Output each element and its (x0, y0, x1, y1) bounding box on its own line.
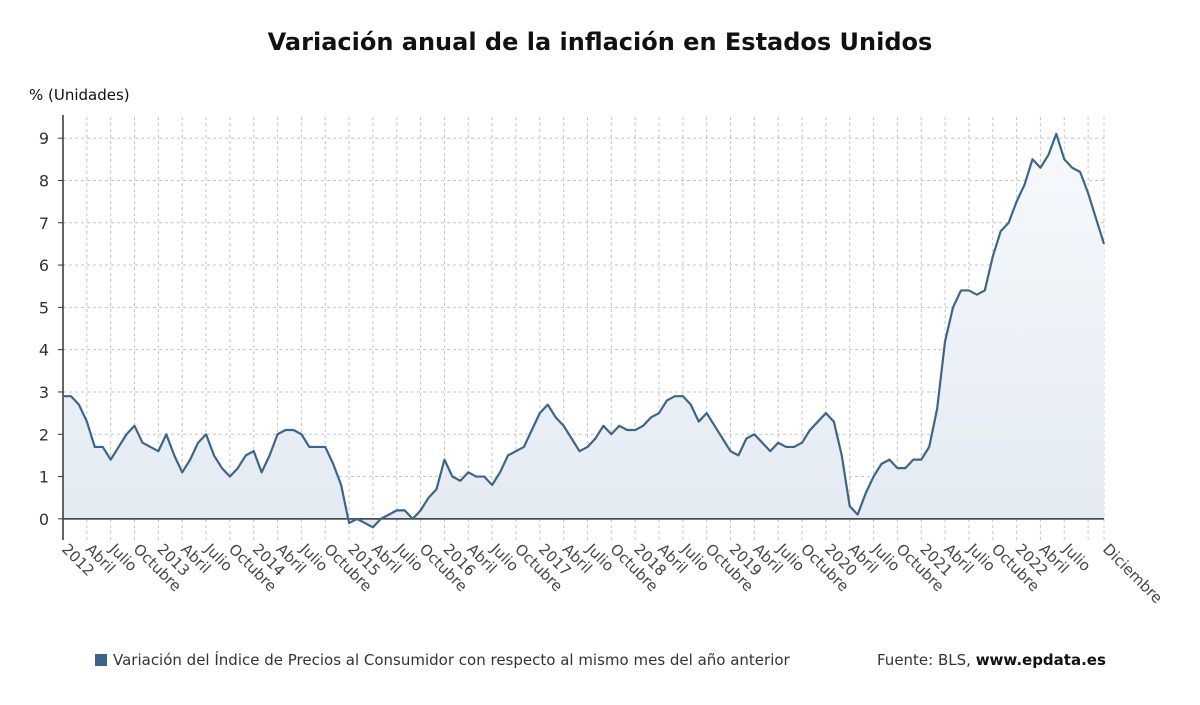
axes (58, 115, 1104, 540)
legend-label: Variación del Índice de Precios al Consu… (113, 651, 790, 669)
y-tick-label: 0 (39, 510, 49, 529)
y-tick-label: 3 (39, 383, 49, 402)
y-tick-label: 4 (39, 341, 49, 360)
x-tick-label: Diciembre (1099, 540, 1166, 607)
chart-title: Variación anual de la inflación en Estad… (267, 28, 933, 56)
y-axis-label: % (Unidades) (29, 86, 130, 104)
legend-swatch (95, 654, 107, 666)
y-tick-label: 7 (39, 214, 49, 233)
source-credit: Fuente: BLS, www.epdata.es (877, 651, 1106, 669)
y-tick-label: 5 (39, 298, 49, 317)
source-prefix: Fuente: BLS, (877, 651, 971, 669)
series-line-group (63, 132, 1106, 529)
y-tick-label: 8 (39, 171, 49, 190)
y-tick-label: 9 (39, 129, 49, 148)
y-tick-labels: 0 1 2 3 4 5 6 7 8 9 (39, 129, 49, 529)
source-site: www.epdata.es (975, 651, 1106, 669)
y-tick-label: 2 (39, 425, 49, 444)
y-tick-label: 1 (39, 468, 49, 487)
series-line (63, 132, 1106, 529)
legend: Variación del Índice de Precios al Consu… (95, 651, 790, 669)
y-tick-label: 6 (39, 256, 49, 275)
area-shape (63, 133, 1104, 528)
area-fill (63, 133, 1104, 528)
x-tick-labels: 2012AbrilJulioOctubre2013AbrilJulioOctub… (58, 539, 1166, 607)
